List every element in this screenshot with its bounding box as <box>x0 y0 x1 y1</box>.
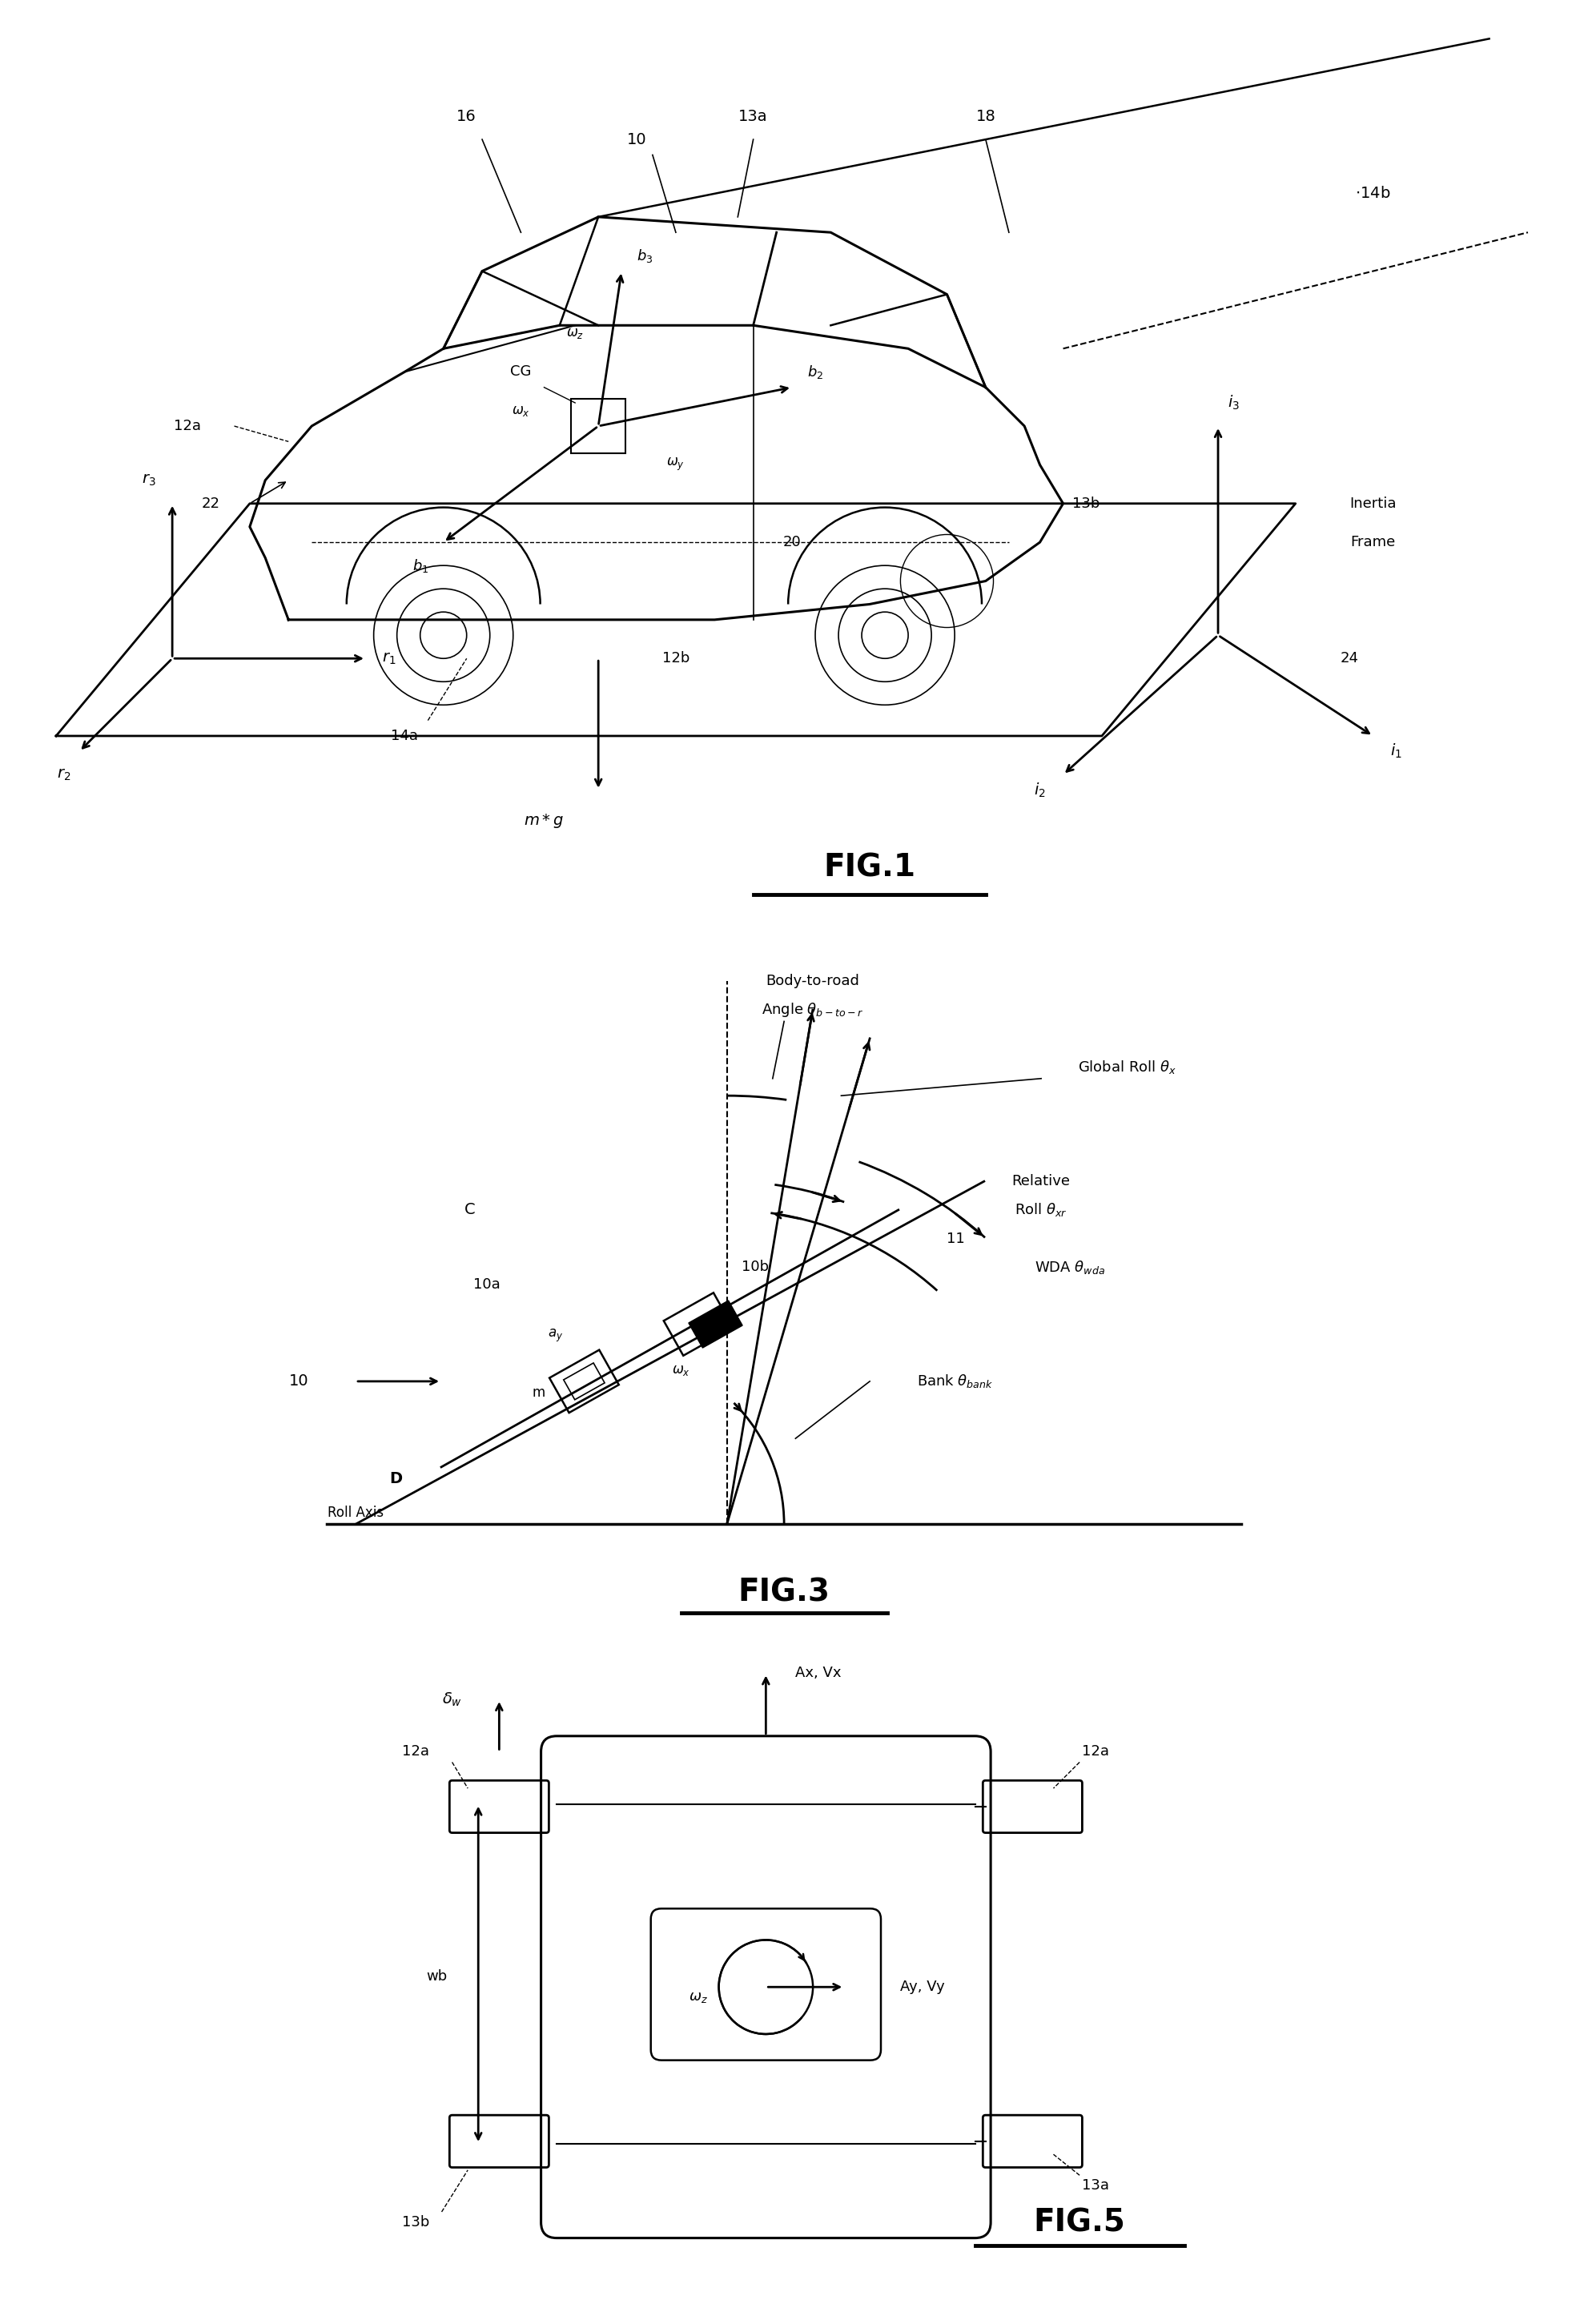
Text: $\omega_z$: $\omega_z$ <box>565 325 584 339</box>
Text: FIG.1: FIG.1 <box>824 853 916 883</box>
Text: Roll Axis: Roll Axis <box>328 1506 383 1520</box>
Text: $\omega_z$: $\omega_z$ <box>689 1989 708 2006</box>
Text: $i_3$: $i_3$ <box>1228 393 1240 411</box>
Text: FIG.5: FIG.5 <box>1034 2208 1126 2238</box>
Text: $b_1$: $b_1$ <box>412 558 428 574</box>
Text: 12b: 12b <box>662 651 689 665</box>
Text: 22: 22 <box>201 497 220 511</box>
Text: 18: 18 <box>976 109 996 123</box>
Text: $i_2$: $i_2$ <box>1034 781 1045 799</box>
Text: 12a: 12a <box>174 418 201 432</box>
Text: Ax, Vx: Ax, Vx <box>795 1666 841 1680</box>
Text: Frame: Frame <box>1351 535 1396 548</box>
Text: 14a: 14a <box>391 730 418 744</box>
Text: Global Roll $\theta_x$: Global Roll $\theta_x$ <box>1077 1060 1175 1076</box>
Text: WDA $\theta_{wda}$: WDA $\theta_{wda}$ <box>1034 1260 1106 1276</box>
Text: $b_2$: $b_2$ <box>808 363 824 381</box>
Text: wb: wb <box>426 1968 447 1985</box>
Text: $\omega_x$: $\omega_x$ <box>512 404 531 418</box>
Text: 24: 24 <box>1340 651 1359 665</box>
Text: Ay, Vy: Ay, Vy <box>900 1980 946 1994</box>
Text: $m * g$: $m * g$ <box>524 813 564 830</box>
Text: Roll $\theta_{xr}$: Roll $\theta_{xr}$ <box>1015 1202 1068 1218</box>
Text: m: m <box>532 1385 545 1399</box>
Text: D: D <box>390 1471 402 1485</box>
Text: 12a: 12a <box>1082 1745 1109 1759</box>
Text: 16: 16 <box>456 109 477 123</box>
Text: $i_1$: $i_1$ <box>1391 741 1402 760</box>
Text: FIG.3: FIG.3 <box>738 1578 830 1608</box>
Text: 13b: 13b <box>1072 497 1101 511</box>
Text: $\cdot$14b: $\cdot$14b <box>1356 186 1391 202</box>
Text: C: C <box>464 1202 475 1218</box>
Text: $a_y$: $a_y$ <box>548 1327 564 1343</box>
Text: CG: CG <box>510 365 532 379</box>
Text: 10a: 10a <box>474 1276 501 1292</box>
Text: 11: 11 <box>946 1232 965 1246</box>
Text: 12a: 12a <box>402 1745 429 1759</box>
Text: 13a: 13a <box>1082 2178 1109 2194</box>
Text: $r_3$: $r_3$ <box>143 472 157 488</box>
Text: Inertia: Inertia <box>1350 497 1397 511</box>
Bar <box>689 1301 743 1348</box>
Text: $b_3$: $b_3$ <box>637 246 653 265</box>
Text: 10: 10 <box>288 1373 309 1390</box>
Text: Bank $\theta_{bank}$: Bank $\theta_{bank}$ <box>917 1373 993 1390</box>
Text: 20: 20 <box>782 535 802 548</box>
Text: $r_2$: $r_2$ <box>57 767 71 783</box>
Text: Relative: Relative <box>1012 1174 1071 1188</box>
Text: $\delta_w$: $\delta_w$ <box>442 1692 463 1708</box>
Text: 10: 10 <box>627 132 646 146</box>
Text: $\omega_y$: $\omega_y$ <box>667 458 684 472</box>
Text: $r_1$: $r_1$ <box>382 651 396 667</box>
Text: 13a: 13a <box>738 109 768 123</box>
Text: 10b: 10b <box>741 1260 770 1274</box>
Text: Angle $\theta_{b-to-r}$: Angle $\theta_{b-to-r}$ <box>762 1002 863 1018</box>
Text: 13b: 13b <box>402 2215 429 2229</box>
Text: Body-to-road: Body-to-road <box>765 974 860 988</box>
Text: $\omega_x$: $\omega_x$ <box>672 1362 691 1378</box>
